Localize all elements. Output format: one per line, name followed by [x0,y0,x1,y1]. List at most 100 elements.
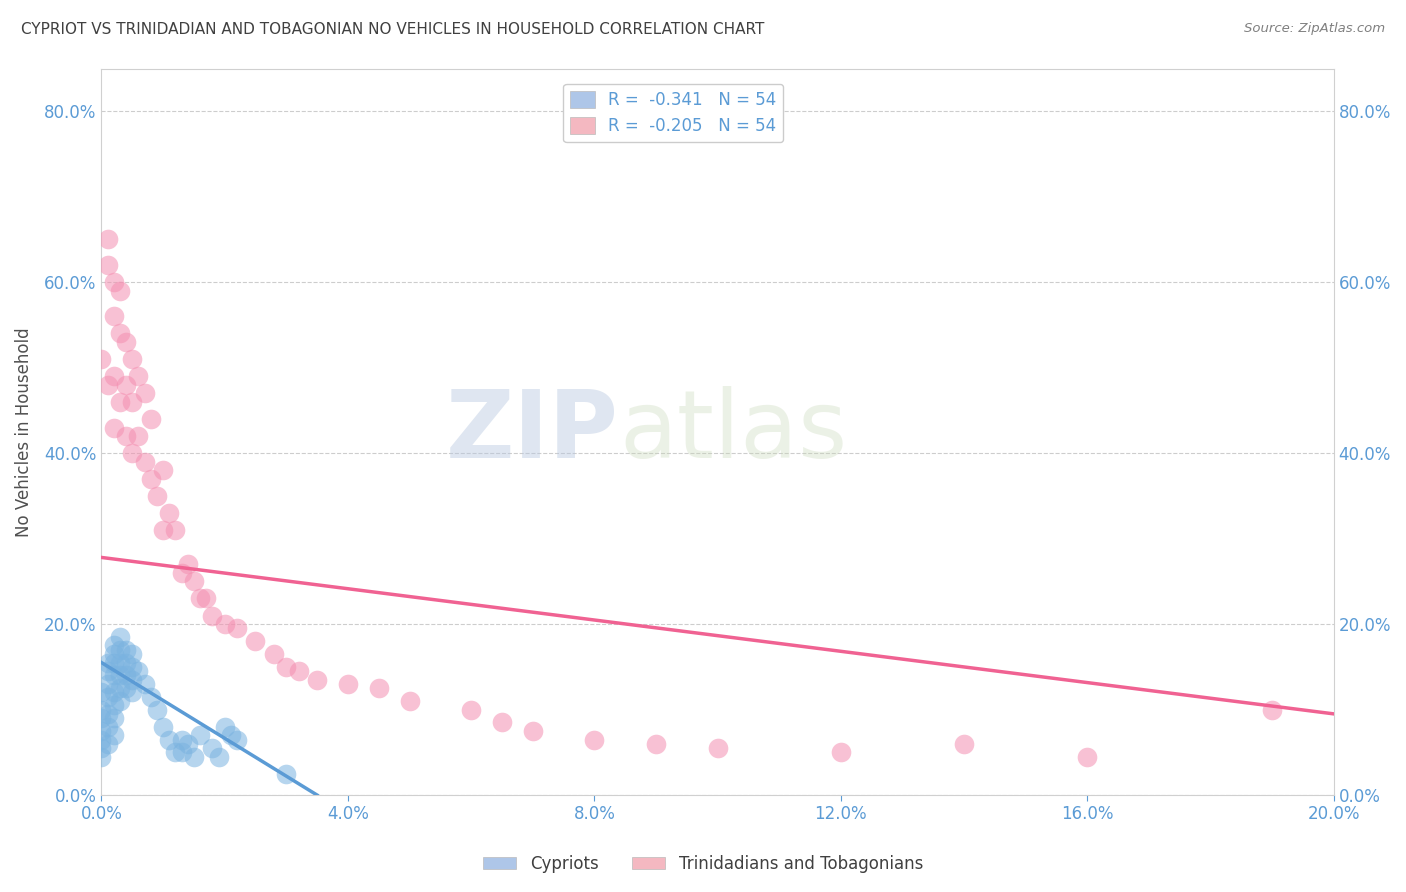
Point [134,677,156,691]
Point [90,685,112,699]
Point [134,455,156,469]
Point [90,741,112,756]
Point [115,429,138,443]
Point [121,446,143,460]
Point [226,732,249,747]
Point [115,334,138,349]
Legend: R =  -0.341   N = 54, R =  -0.205   N = 54: R = -0.341 N = 54, R = -0.205 N = 54 [564,84,783,142]
Point [1261,703,1284,717]
Point [152,720,174,734]
Point [830,745,852,759]
Point [177,558,200,572]
Point [103,647,125,661]
Point [103,685,125,699]
Y-axis label: No Vehicles in Household: No Vehicles in Household [15,327,32,537]
Point [170,745,193,759]
Point [115,681,138,696]
Point [134,386,156,401]
Point [226,621,249,635]
Point [165,745,187,759]
Point [127,369,149,384]
Point [97,677,120,691]
Point [97,258,120,272]
Point [245,634,267,648]
Point [121,647,143,661]
Point [1076,749,1098,764]
Point [90,703,112,717]
Point [214,720,236,734]
Point [183,749,205,764]
Point [97,656,120,670]
Point [214,617,236,632]
Point [127,429,149,443]
Point [108,326,131,341]
Point [183,574,205,589]
Point [165,523,187,537]
Text: ZIP: ZIP [446,386,619,478]
Point [90,711,112,725]
Point [108,630,131,644]
Point [97,706,120,721]
Point [188,591,211,606]
Point [103,639,125,653]
Point [146,703,169,717]
Point [97,232,120,246]
Point [108,642,131,657]
Point [90,749,112,764]
Point [103,698,125,713]
Point [97,690,120,704]
Point [127,664,149,678]
Point [139,472,162,486]
Point [103,310,125,324]
Point [108,395,131,409]
Point [287,664,309,678]
Point [170,566,193,580]
Point [645,737,668,751]
Point [201,608,224,623]
Text: Source: ZipAtlas.com: Source: ZipAtlas.com [1244,22,1385,36]
Point [108,668,131,682]
Point [583,732,606,747]
Point [139,690,162,704]
Point [121,685,143,699]
Point [90,723,112,738]
Point [115,642,138,657]
Point [103,711,125,725]
Point [398,694,420,708]
Point [276,660,298,674]
Point [97,664,120,678]
Point [108,681,131,696]
Point [121,660,143,674]
Point [177,737,200,751]
Point [263,647,285,661]
Point [121,395,143,409]
Point [97,737,120,751]
Point [121,673,143,687]
Point [97,377,120,392]
Point [195,591,218,606]
Point [307,673,329,687]
Point [115,668,138,682]
Point [460,703,482,717]
Point [146,489,169,503]
Point [152,523,174,537]
Point [108,284,131,298]
Point [157,506,180,520]
Point [139,412,162,426]
Point [522,723,544,738]
Point [336,677,359,691]
Point [115,656,138,670]
Point [121,352,143,367]
Point [108,694,131,708]
Text: atlas: atlas [619,386,848,478]
Point [90,732,112,747]
Point [157,732,180,747]
Point [201,741,224,756]
Point [207,749,229,764]
Point [108,656,131,670]
Point [491,715,513,730]
Point [103,656,125,670]
Point [367,681,389,696]
Point [152,463,174,477]
Point [170,732,193,747]
